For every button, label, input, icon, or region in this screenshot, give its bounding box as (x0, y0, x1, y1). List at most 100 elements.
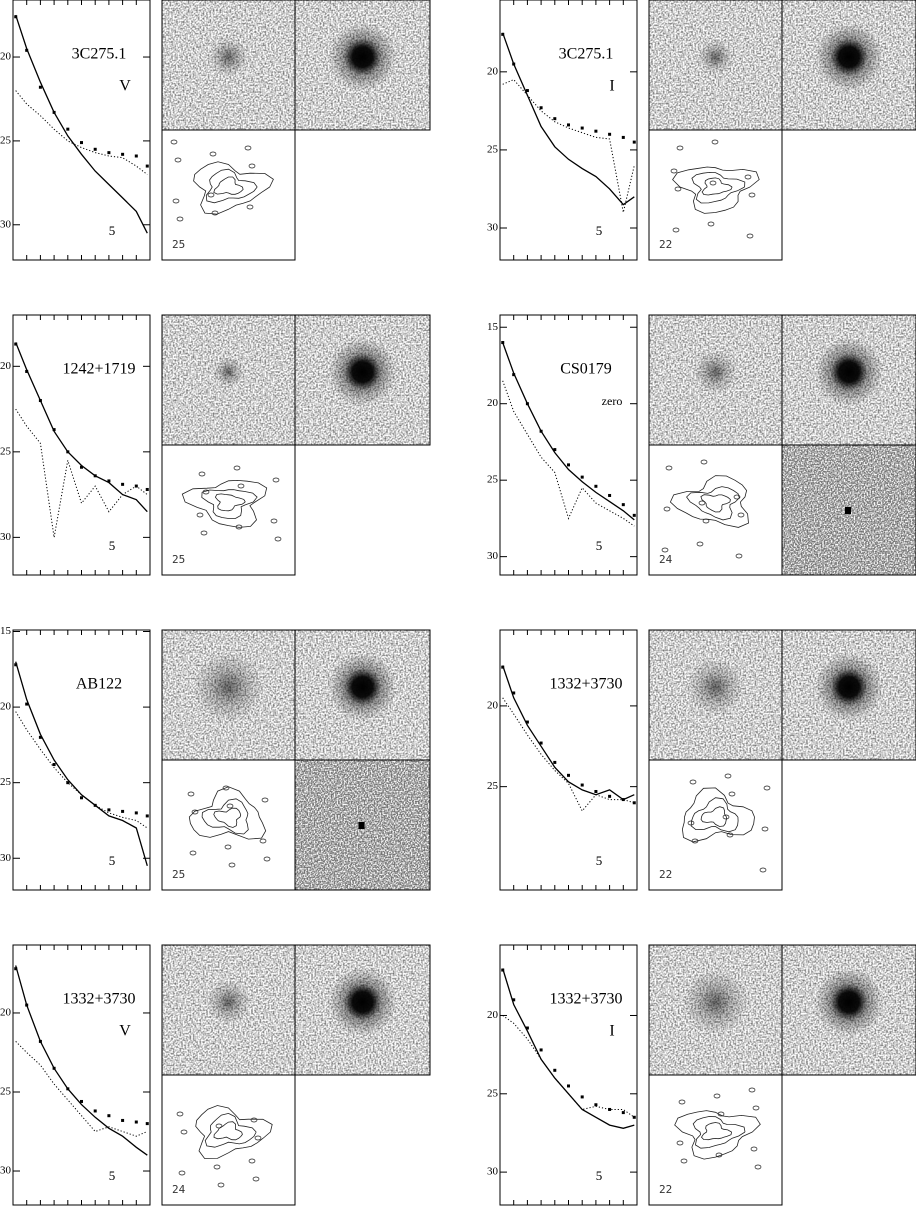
contour (686, 486, 740, 521)
contour (254, 1135, 262, 1141)
scale-label: 5 (596, 853, 603, 868)
contour (676, 145, 684, 151)
profile-point (93, 1109, 97, 1113)
scale-label: 5 (596, 1168, 603, 1183)
image-frame (781, 629, 916, 761)
contour (726, 832, 734, 838)
y-tick-label: 25 (0, 134, 12, 146)
profile-point (539, 429, 543, 433)
profile-dotted (15, 711, 148, 829)
profile-dotted (502, 697, 635, 812)
profile-point (567, 123, 570, 127)
profile-point (66, 781, 70, 785)
residual (213, 356, 244, 388)
contour (209, 151, 217, 157)
profile-point (501, 968, 505, 972)
contour (669, 475, 749, 528)
y-tick-label: 30 (0, 218, 12, 230)
profile-point (66, 450, 70, 454)
contour (709, 180, 717, 186)
contour (691, 838, 699, 844)
contour (215, 1123, 223, 1129)
contour (665, 465, 673, 471)
contour (191, 809, 199, 815)
object-name: 1332+3730 (549, 991, 622, 1008)
profile-point (52, 110, 56, 114)
contour (259, 838, 267, 844)
profile-point (145, 164, 149, 168)
y-tick-label: 30 (0, 1165, 12, 1177)
profile-point (553, 117, 557, 121)
contour-frame (161, 759, 296, 891)
plot-frame (499, 629, 638, 891)
profile-point (121, 1118, 125, 1122)
contour (763, 785, 771, 791)
profile-point (134, 154, 138, 158)
profile-point (501, 665, 505, 669)
profile-point (145, 814, 149, 818)
contour (748, 1087, 756, 1093)
profile-point (107, 808, 111, 812)
profile-point (512, 62, 516, 66)
contour (722, 814, 730, 820)
contour (707, 221, 715, 227)
profile-point (553, 448, 557, 452)
y-tick-label: 25 (0, 445, 12, 457)
contour-label: 22 (659, 868, 672, 881)
contour (213, 1164, 221, 1170)
residual (208, 37, 249, 77)
residual (193, 651, 264, 723)
profile-point (512, 998, 516, 1002)
y-tick-label: 25 (0, 776, 12, 788)
profile-point (539, 106, 543, 110)
contour (207, 192, 215, 198)
y-tick-label: 15 (0, 625, 12, 637)
scale-label: 5 (596, 223, 603, 238)
profile-point (66, 127, 70, 131)
contour (761, 826, 769, 832)
profile-point (608, 132, 612, 136)
contour (176, 216, 184, 222)
contour (733, 494, 741, 500)
contour (700, 806, 727, 827)
contour-label: 22 (659, 238, 672, 251)
profile-point (107, 479, 111, 483)
residual-spot (845, 507, 851, 514)
contour (205, 168, 258, 204)
contour (235, 524, 243, 530)
contour (196, 512, 204, 518)
contour (663, 506, 671, 512)
y-tick-label: 20 (0, 1006, 12, 1018)
contour (263, 856, 271, 862)
contour (681, 787, 755, 843)
image-frame (294, 759, 431, 891)
object-name: 1332+3730 (549, 676, 622, 693)
profile-point (501, 32, 505, 36)
galaxy (815, 653, 883, 721)
galaxy (815, 968, 883, 1036)
y-tick-label: 20 (0, 51, 12, 63)
profile-dotted (502, 78, 635, 213)
contour (700, 1122, 732, 1141)
contour (233, 465, 241, 471)
contour-frame (161, 444, 296, 576)
contour (180, 1129, 188, 1135)
contour (193, 161, 274, 215)
profile-point (38, 1039, 42, 1043)
residual (686, 658, 745, 716)
galaxy (815, 338, 883, 406)
contour (692, 1116, 746, 1149)
contour (711, 139, 719, 145)
profile-point (93, 474, 97, 478)
image-frame (781, 444, 916, 576)
panel: 20 25 30 3C275.1 I 5 22 (487, 0, 916, 261)
contour-label: 24 (659, 553, 673, 566)
contour (201, 489, 258, 519)
y-tick-label: 30 (487, 550, 499, 562)
profile-point (512, 373, 516, 377)
profile-point (580, 1095, 584, 1099)
profile-point (52, 763, 56, 767)
profile-point (525, 402, 529, 406)
y-tick-label: 20 (0, 701, 12, 713)
